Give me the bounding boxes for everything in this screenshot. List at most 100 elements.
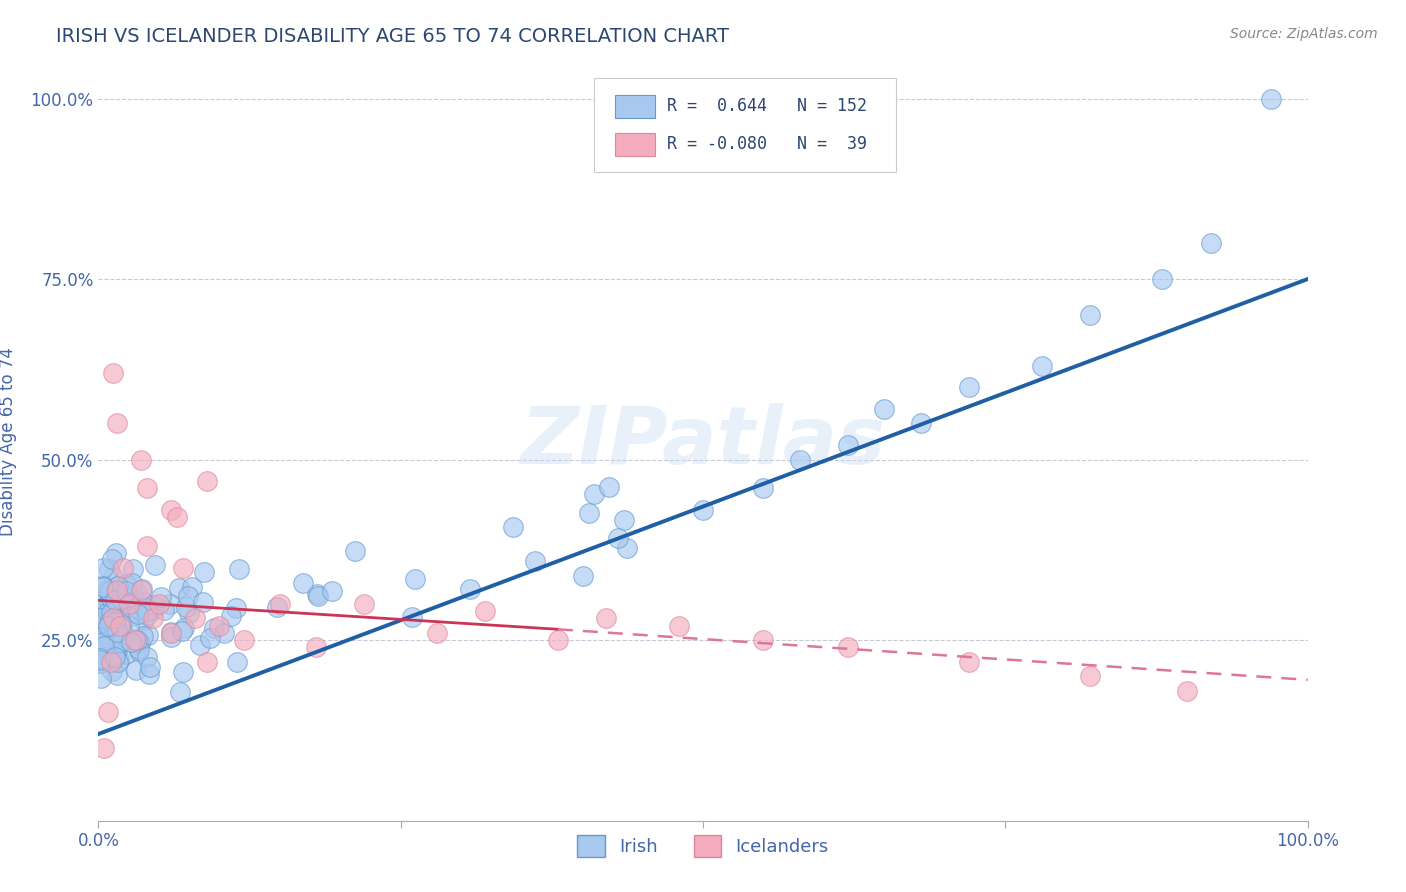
Point <box>195 475 218 489</box>
Point <box>131 582 153 596</box>
Point <box>118 597 141 611</box>
Point <box>595 611 617 625</box>
Point <box>96 583 118 598</box>
Point <box>104 593 127 607</box>
Point <box>125 600 148 615</box>
FancyBboxPatch shape <box>595 78 897 172</box>
Point <box>108 653 131 667</box>
Point <box>148 597 170 611</box>
Point <box>692 503 714 517</box>
Point <box>752 633 775 648</box>
Point <box>108 618 131 632</box>
Point <box>160 503 183 517</box>
Point <box>136 608 159 623</box>
Text: R = -0.080   N =  39: R = -0.080 N = 39 <box>666 135 866 153</box>
Point <box>115 584 138 599</box>
Point <box>104 619 127 633</box>
Text: R =  0.644   N = 152: R = 0.644 N = 152 <box>666 96 866 115</box>
Point <box>172 561 194 575</box>
Point <box>502 520 524 534</box>
Point <box>1199 235 1222 250</box>
Point <box>97 619 120 633</box>
Point <box>143 598 166 612</box>
Point <box>169 581 191 595</box>
Point <box>91 579 114 593</box>
Point <box>837 640 859 655</box>
Point <box>1078 308 1101 322</box>
Point <box>142 603 165 617</box>
Text: IRISH VS ICELANDER DISABILITY AGE 65 TO 74 CORRELATION CHART: IRISH VS ICELANDER DISABILITY AGE 65 TO … <box>56 27 730 45</box>
Point <box>107 655 129 669</box>
Point <box>120 634 142 648</box>
Point <box>91 561 114 575</box>
Point <box>97 706 120 720</box>
Point <box>110 623 132 637</box>
Point <box>97 562 120 576</box>
Point <box>131 629 153 643</box>
Point <box>225 600 247 615</box>
Point <box>121 598 143 612</box>
Point <box>460 582 482 596</box>
Point <box>89 651 111 665</box>
Point <box>1078 669 1101 683</box>
Point <box>321 583 343 598</box>
Point <box>104 546 127 560</box>
Point <box>401 610 423 624</box>
Point <box>105 642 128 657</box>
Point <box>208 618 231 632</box>
Point <box>159 597 181 611</box>
Point <box>188 638 211 652</box>
Point <box>114 576 136 591</box>
Point <box>353 597 375 611</box>
Text: ZIPatlas: ZIPatlas <box>520 402 886 481</box>
Point <box>107 607 129 622</box>
Point <box>198 631 221 645</box>
Point <box>125 633 148 648</box>
Point <box>228 562 250 576</box>
Point <box>957 380 980 394</box>
Point <box>110 592 132 607</box>
Point <box>105 594 128 608</box>
Point <box>169 684 191 698</box>
Point <box>202 621 225 635</box>
Point <box>613 513 636 527</box>
Point <box>98 583 121 598</box>
Bar <box>614 133 655 156</box>
Point <box>108 589 131 603</box>
Point <box>105 582 128 597</box>
Point <box>139 660 162 674</box>
Point <box>426 626 449 640</box>
Point <box>150 591 173 605</box>
Point <box>134 613 156 627</box>
Point <box>122 562 145 576</box>
Point <box>111 625 134 640</box>
Point <box>112 626 135 640</box>
Point <box>118 619 141 633</box>
Point <box>111 624 134 638</box>
Point <box>93 741 115 756</box>
Point <box>120 608 142 623</box>
Point <box>124 591 146 606</box>
Point <box>176 589 198 603</box>
Point <box>135 649 157 664</box>
Point <box>266 600 288 615</box>
Point <box>91 580 114 594</box>
Point <box>474 604 496 618</box>
Point <box>105 417 128 431</box>
Point <box>160 624 183 639</box>
Point <box>110 617 132 632</box>
Point <box>101 570 124 584</box>
Point <box>173 621 195 635</box>
Point <box>115 647 138 661</box>
Point <box>136 628 159 642</box>
Bar <box>614 95 655 118</box>
Point <box>172 665 194 679</box>
Point <box>97 600 120 615</box>
Point <box>837 438 859 452</box>
Point <box>177 606 200 620</box>
Point <box>89 607 111 621</box>
Point <box>101 583 124 598</box>
Point <box>101 611 124 625</box>
Point <box>957 655 980 669</box>
Point <box>89 657 111 671</box>
